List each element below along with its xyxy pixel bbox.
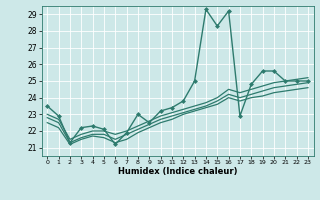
- X-axis label: Humidex (Indice chaleur): Humidex (Indice chaleur): [118, 167, 237, 176]
